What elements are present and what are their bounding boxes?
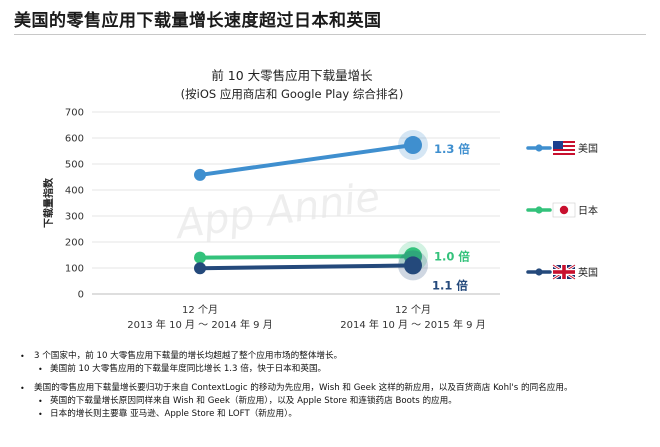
flag-stripe — [553, 151, 575, 153]
flag-stripe — [553, 143, 575, 145]
bullet-icon: • — [38, 410, 43, 419]
legend-label-jp: 日本 — [578, 204, 598, 217]
note-sub-row: • 美国前 10 大零售应用的下载量年度同比增长 1.3 倍，快于日本和英国。 — [20, 363, 650, 376]
flag-stripe — [553, 153, 575, 155]
note-block: • 3 个国家中，前 10 大零售应用下载量的增长均超越了整个应用市场的整体增长。… — [20, 350, 650, 376]
legend-label-uk: 英国 — [578, 266, 598, 279]
uk-series-line — [198, 263, 415, 271]
flag-sun — [559, 205, 569, 215]
legend-marker — [535, 268, 543, 276]
flag-stripe — [553, 149, 575, 151]
jp-point-start — [194, 251, 206, 264]
x-tick-label: 12 个月 — [182, 304, 218, 316]
note-text: 美国的零售应用下载量增长要归功于来自 ContextLogic 的移动为先应用，… — [34, 383, 573, 393]
header-divider — [14, 34, 646, 35]
y-tick-label: 300 — [65, 212, 84, 223]
flag-stripe — [553, 145, 575, 147]
jp-series-line — [198, 254, 415, 260]
note-sub-text: 日本的增长则主要靠 亚马逊、Apple Store 和 LOFT（新应用）。 — [50, 409, 297, 419]
us-flag-icon — [553, 141, 575, 155]
note-sub-row: • 英国的下载量增长原因同样来自 Wish 和 Geek（新应用），以及 Appl… — [20, 395, 650, 408]
note-text: 3 个国家中，前 10 大零售应用下载量的增长均超越了整个应用市场的整体增长。 — [34, 351, 343, 361]
us-point-start — [194, 168, 206, 181]
bullet-icon: • — [20, 384, 25, 393]
y-tick-label: 400 — [65, 186, 84, 197]
page-headline: 美国的零售应用下载量增长速度超过日本和英国 — [14, 11, 382, 31]
watermark: App Annie — [171, 174, 383, 248]
x-tick-label: 12 个月 — [395, 304, 431, 316]
chart-title: 前 10 大零售应用下载量增长 — [211, 68, 373, 83]
y-tick-label: 100 — [65, 264, 84, 275]
x-tick-label: 2014 年 10 月 ～ 2015 年 9 月 — [340, 318, 485, 331]
note-row: • 美国的零售应用下载量增长要归功于来自 ContextLogic 的移动为先应用… — [20, 382, 650, 395]
notes-section: • 3 个国家中，前 10 大零售应用下载量的增长均超越了整个应用市场的整体增长。… — [20, 350, 650, 427]
flag-canton — [553, 141, 563, 149]
bullet-icon: • — [38, 397, 43, 406]
bullet-icon: • — [20, 352, 25, 361]
legend-marker — [535, 206, 543, 214]
jp-growth-label: 1.0 倍 — [434, 249, 470, 263]
legend-marker — [535, 144, 543, 152]
uk-point-end — [404, 256, 422, 275]
jp-flag-icon — [552, 202, 576, 218]
bullet-icon: • — [38, 365, 43, 374]
y-tick-label: 600 — [65, 134, 84, 145]
y-tick-label: 500 — [65, 160, 84, 171]
note-sub-text: 英国的下载量增长原因同样来自 Wish 和 Geek（新应用），以及 Apple… — [50, 396, 457, 406]
note-row: • 3 个国家中，前 10 大零售应用下载量的增长均超越了整个应用市场的整体增长。 — [20, 350, 650, 363]
download-growth-line-chart: 前 10 大零售应用下载量增长 (按iOS 应用商店和 Google Play 综… — [42, 68, 598, 331]
note-sub-row: • 日本的增长则主要靠 亚马逊、Apple Store 和 LOFT（新应用）。 — [20, 408, 650, 421]
uk-point-start — [194, 262, 206, 275]
y-tick-label: 200 — [65, 238, 84, 249]
y-tick-label: 700 — [65, 108, 84, 119]
us-growth-label: 1.3 倍 — [434, 142, 470, 156]
chart-subtitle: (按iOS 应用商店和 Google Play 综合排名) — [181, 87, 404, 101]
flag-stripe — [553, 147, 575, 149]
uk-growth-label: 1.1 倍 — [432, 278, 468, 292]
x-tick-label: 2013 年 10 月 ～ 2014 年 9 月 — [127, 318, 272, 331]
us-point-end — [404, 136, 422, 155]
uk-flag-icon — [552, 263, 576, 281]
flag-stripe — [553, 141, 575, 143]
flag-cross — [553, 270, 575, 274]
us-series-line — [198, 143, 415, 177]
y-tick-label: 0 — [78, 290, 84, 301]
y-axis-label: 下载量指数 — [42, 177, 55, 228]
legend-label-us: 美国 — [578, 142, 598, 155]
note-block: • 美国的零售应用下载量增长要归功于来自 ContextLogic 的移动为先应用… — [20, 382, 650, 421]
note-sub-text: 美国前 10 大零售应用的下载量年度同比增长 1.3 倍，快于日本和英国。 — [50, 364, 327, 374]
